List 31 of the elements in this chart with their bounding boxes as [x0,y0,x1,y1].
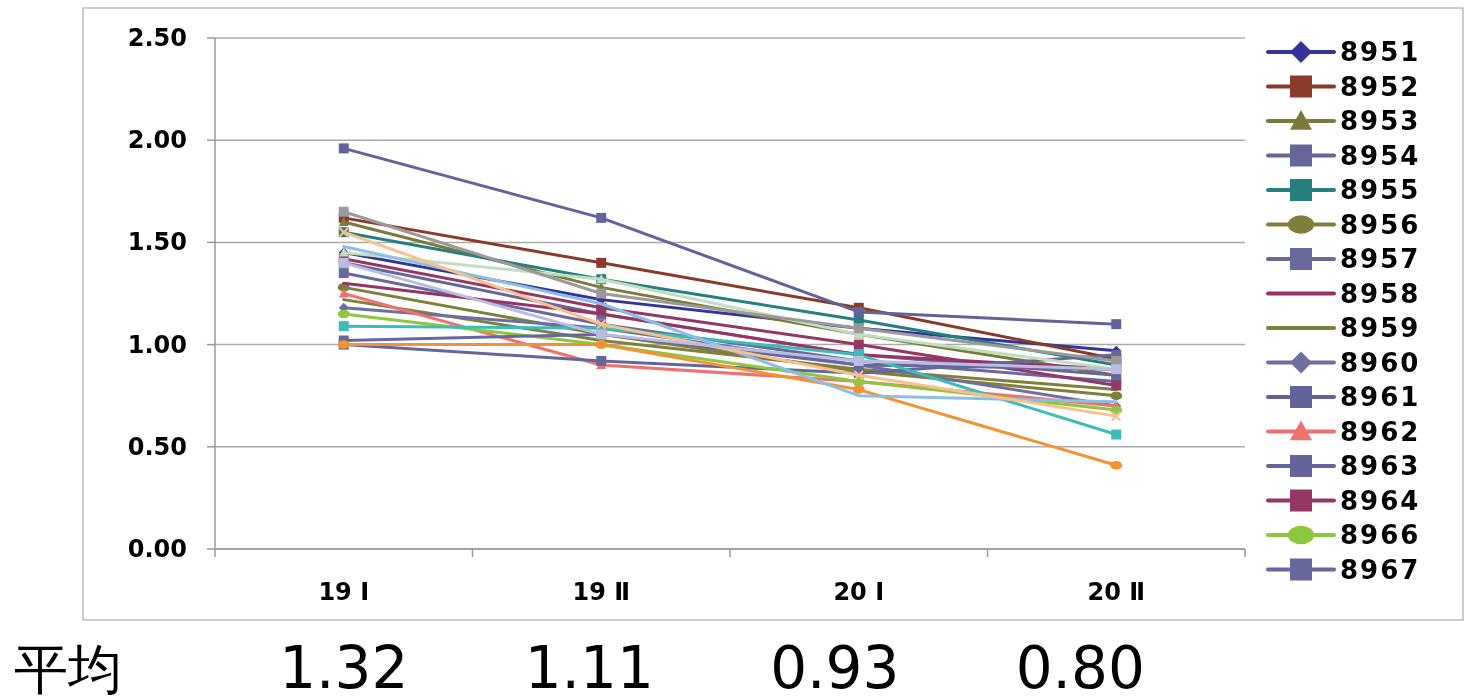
legend-label: 8953 [1340,106,1421,136]
legend-label: 8952 [1340,71,1421,102]
legend-label: 8961 [1340,382,1421,412]
y-tick-label: 0.00 [127,535,187,563]
y-tick-label: 0.50 [127,432,187,461]
legend-label: 8951 [1340,37,1421,67]
text: 0.93 [770,634,900,697]
legend-label: 8958 [1340,278,1421,309]
legend-label: 8957 [1340,244,1421,274]
text: 平均 [14,638,122,697]
legend-label: 8960 [1340,347,1421,378]
text: 1.32 [279,634,409,697]
legend-label: 8963 [1340,451,1421,481]
legend-label: 8959 [1340,313,1421,343]
legend-label: 8962 [1340,416,1421,447]
legend-label: 8954 [1340,140,1421,171]
y-tick-label: 1.50 [127,228,187,257]
legend-label: 8967 [1340,554,1421,585]
x-tick-label: 19 Ⅱ [572,578,631,606]
x-tick-label: 20 Ⅱ [1087,578,1146,606]
y-tick-label: 2.50 [127,24,187,52]
x-tick-label: 19 Ⅰ [318,578,370,606]
legend-label: 8956 [1340,209,1421,240]
legend-label: 8966 [1340,520,1421,550]
y-tick-label: 2.00 [127,126,187,155]
x-tick-label: 20 Ⅰ [833,578,885,606]
legend-label: 8964 [1340,485,1421,516]
text: 0.80 [1015,634,1145,697]
legend-label: 8955 [1340,175,1421,205]
text: 1.11 [524,634,654,697]
y-tick-label: 1.00 [127,330,187,359]
